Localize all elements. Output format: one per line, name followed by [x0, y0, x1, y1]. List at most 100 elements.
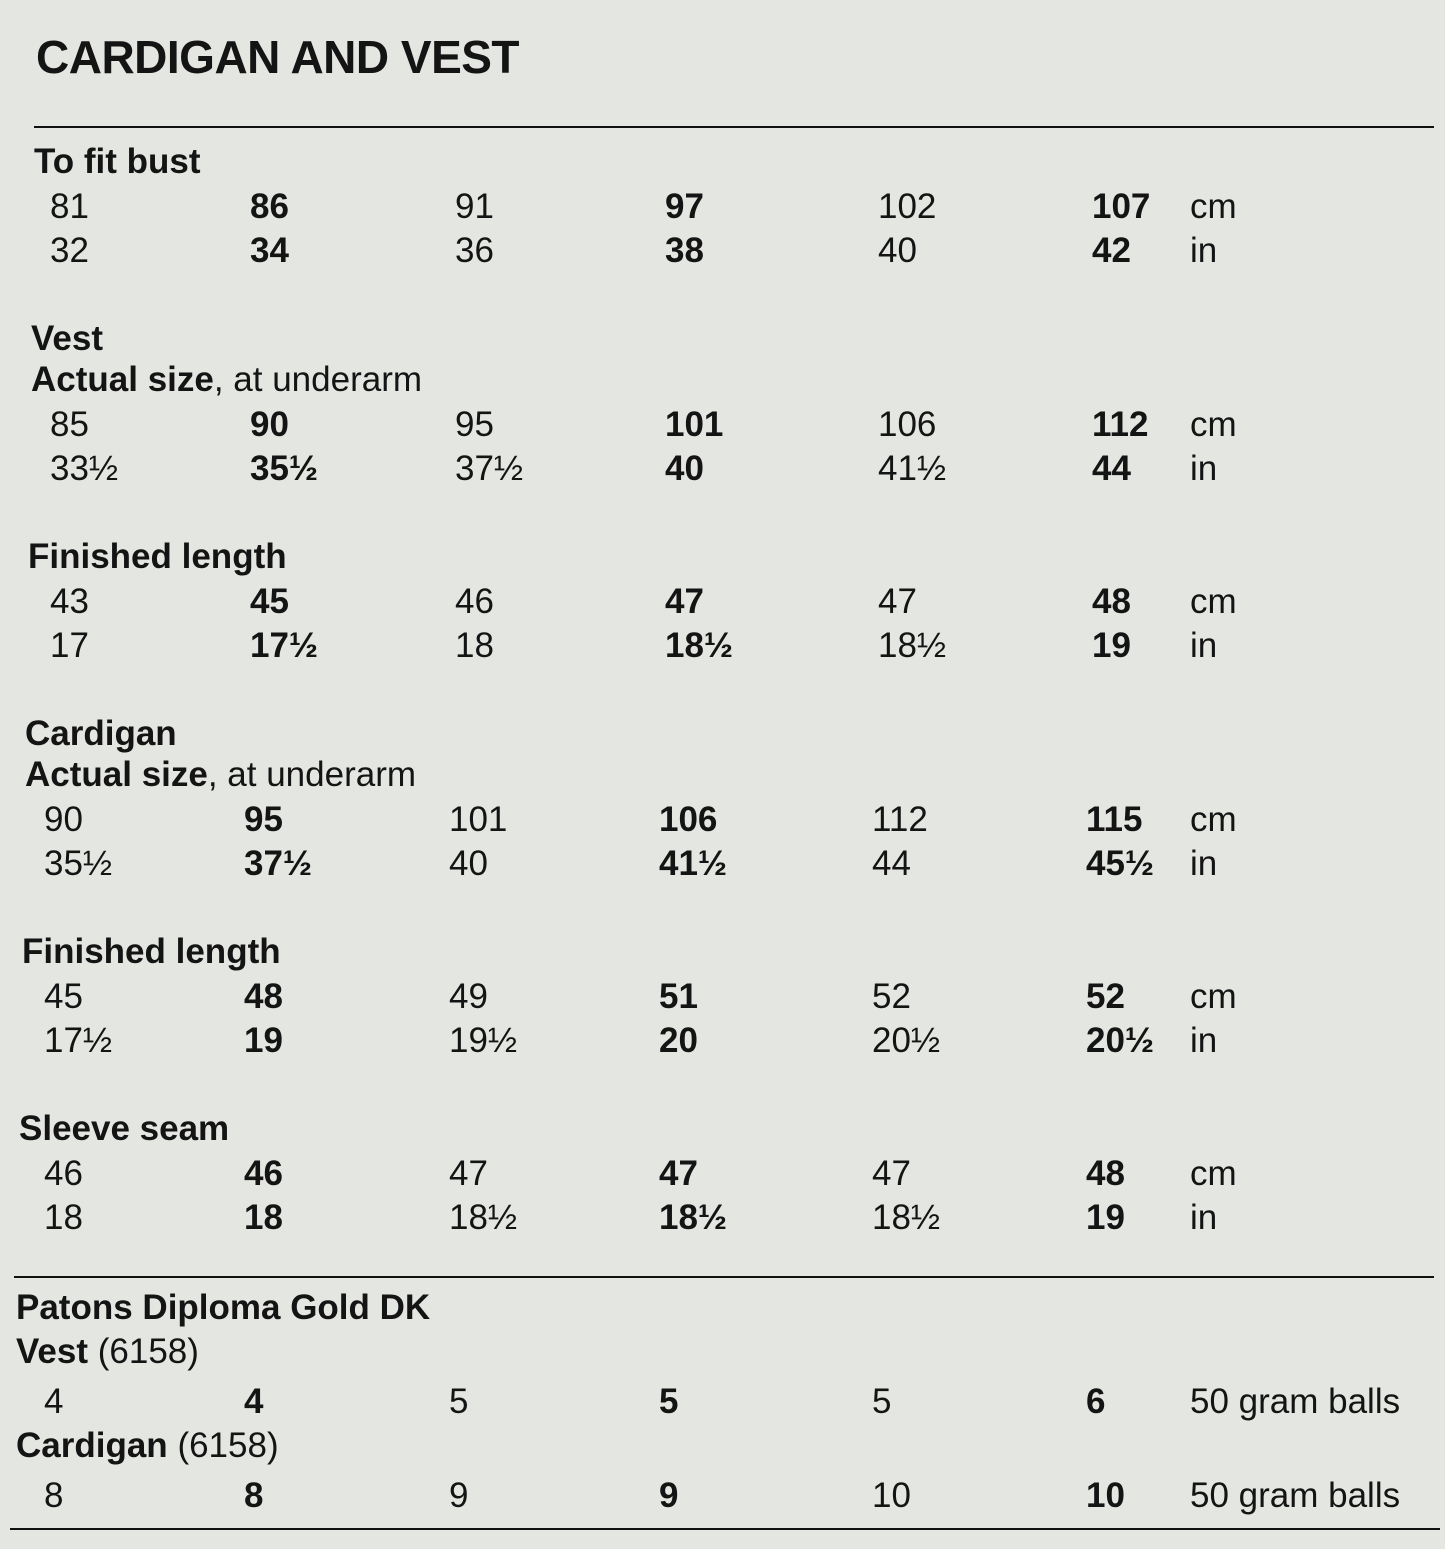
- section-heading: Finished length: [22, 932, 281, 972]
- size-value: 46: [244, 1154, 283, 1193]
- unit: cm: [1190, 582, 1237, 621]
- size-value: 41½: [878, 449, 947, 488]
- unit: 50 gram balls: [1190, 1382, 1401, 1421]
- heading-bold: Finished length: [22, 932, 281, 971]
- size-value: 97: [665, 187, 704, 226]
- size-value: 18: [244, 1198, 283, 1237]
- heading-bold: Cardigan: [25, 714, 177, 753]
- unit: 50 gram balls: [1190, 1476, 1401, 1515]
- size-value: 18½: [872, 1198, 941, 1237]
- size-value: 18½: [449, 1198, 518, 1237]
- size-value: 18: [455, 626, 494, 665]
- size-value: 52: [1086, 977, 1125, 1016]
- size-value: 90: [250, 405, 289, 444]
- size-value: 35½: [44, 844, 113, 883]
- section-heading: Sleeve seam: [19, 1109, 229, 1149]
- size-value: 43: [50, 582, 89, 621]
- rule: [10, 1528, 1440, 1530]
- size-value: 19: [1086, 1198, 1125, 1237]
- size-value: 46: [455, 582, 494, 621]
- heading-bold: Actual size: [25, 755, 208, 794]
- size-value: 48: [244, 977, 283, 1016]
- size-value: 20½: [1086, 1021, 1155, 1060]
- size-value: 18: [44, 1198, 83, 1237]
- size-value: 40: [449, 844, 488, 883]
- size-value: 41½: [659, 844, 728, 883]
- heading-bold: Actual size: [31, 360, 214, 399]
- size-value: 37½: [455, 449, 524, 488]
- rule: [34, 126, 1434, 128]
- size-value: 10: [1086, 1476, 1125, 1515]
- size-value: 19½: [449, 1021, 518, 1060]
- size-value: 106: [878, 405, 937, 444]
- size-value: 51: [659, 977, 698, 1016]
- section-heading: Finished length: [28, 537, 287, 577]
- size-value: 20½: [872, 1021, 941, 1060]
- size-value: 48: [1086, 1154, 1125, 1193]
- yarn-name: Cardigan: [16, 1426, 168, 1465]
- rule: [14, 1276, 1434, 1278]
- size-value: 101: [665, 405, 724, 444]
- size-value: 17½: [250, 626, 319, 665]
- size-value: 49: [449, 977, 488, 1016]
- size-value: 10: [872, 1476, 911, 1515]
- size-value: 81: [50, 187, 89, 226]
- size-value: 47: [659, 1154, 698, 1193]
- size-value: 90: [44, 800, 83, 839]
- size-value: 37½: [244, 844, 313, 883]
- size-value: 107: [1092, 187, 1151, 226]
- size-value: 20: [659, 1021, 698, 1060]
- size-value: 18½: [659, 1198, 728, 1237]
- size-value: 8: [244, 1476, 264, 1515]
- size-value: 112: [872, 800, 928, 839]
- unit: in: [1190, 844, 1218, 883]
- heading-text: , at underarm: [213, 360, 423, 399]
- size-value: 4: [44, 1382, 64, 1421]
- size-value: 5: [659, 1382, 679, 1421]
- size-value: 95: [244, 800, 283, 839]
- unit: cm: [1190, 977, 1237, 1016]
- unit: in: [1190, 449, 1218, 488]
- size-value: 34: [250, 231, 289, 270]
- size-value: 17: [50, 626, 89, 665]
- size-value: 35½: [250, 449, 319, 488]
- section-heading: To fit bust: [34, 142, 201, 182]
- section-heading: Vest: [31, 319, 103, 359]
- unit: cm: [1190, 800, 1237, 839]
- size-value: 44: [872, 844, 911, 883]
- size-value: 32: [50, 231, 89, 270]
- size-value: 115: [1086, 800, 1143, 839]
- size-value: 19: [1092, 626, 1131, 665]
- size-value: 106: [659, 800, 718, 839]
- size-value: 48: [1092, 582, 1131, 621]
- size-value: 18½: [878, 626, 947, 665]
- heading-bold: Finished length: [28, 537, 287, 576]
- section-heading: Cardigan: [25, 714, 177, 754]
- unit: cm: [1190, 187, 1237, 226]
- size-value: 45: [250, 582, 289, 621]
- size-value: 9: [659, 1476, 679, 1515]
- size-value: 47: [665, 582, 704, 621]
- size-value: 46: [44, 1154, 83, 1193]
- size-value: 101: [449, 800, 508, 839]
- unit: cm: [1190, 405, 1237, 444]
- yarn-code: (6158): [177, 1426, 279, 1465]
- yarn-heading: Patons Diploma Gold DK: [16, 1288, 431, 1327]
- yarn-code: (6158): [97, 1332, 199, 1371]
- unit: in: [1190, 1198, 1218, 1237]
- size-value: 91: [455, 187, 494, 226]
- unit: cm: [1190, 1154, 1237, 1193]
- size-value: 45½: [1086, 844, 1155, 883]
- size-value: 47: [449, 1154, 488, 1193]
- section-heading: Actual size, at underarm: [31, 360, 422, 400]
- size-value: 9: [449, 1476, 469, 1515]
- yarn-item: Vest (6158): [16, 1332, 199, 1372]
- size-value: 47: [872, 1154, 911, 1193]
- title: CARDIGAN AND VEST: [36, 31, 520, 83]
- size-value: 5: [872, 1382, 892, 1421]
- size-value: 85: [50, 405, 89, 444]
- size-value: 5: [449, 1382, 469, 1421]
- yarn-item: Cardigan (6158): [16, 1426, 279, 1466]
- heading-bold: Sleeve seam: [19, 1109, 230, 1148]
